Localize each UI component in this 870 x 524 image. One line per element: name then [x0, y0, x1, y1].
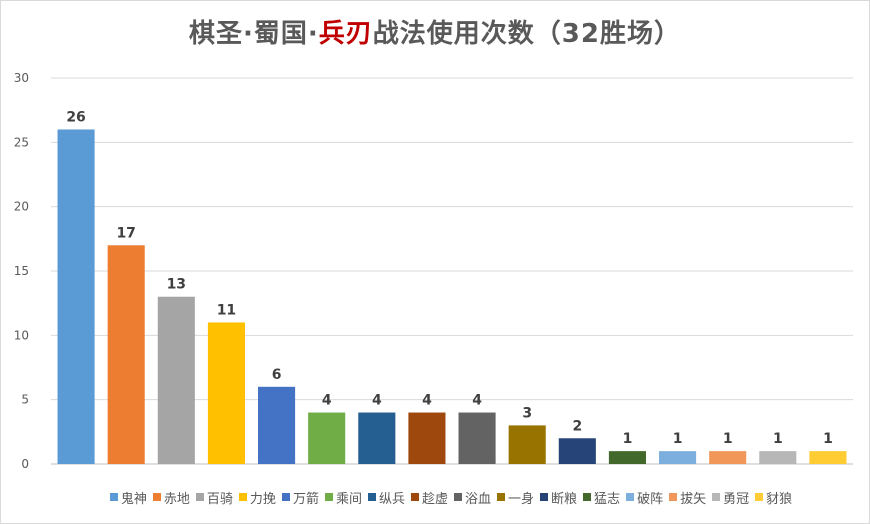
legend-swatch — [712, 493, 721, 501]
legend-swatch — [152, 493, 161, 501]
legend-label: 一身 — [508, 491, 535, 507]
legend-item: 断粮 — [540, 488, 577, 507]
legend-swatch — [497, 493, 506, 501]
chart-legend: 鬼神 赤地 百骑 力挽 万箭 乘间 纵兵 趁虚 浴血 一身 断粮 猛志 破阵 拔矢 勇冠 豺狼 — [51, 487, 851, 507]
bar — [408, 412, 446, 464]
legend-item: 豺狼 — [755, 488, 792, 507]
data-label: 6 — [272, 367, 282, 383]
legend-swatch — [410, 493, 419, 501]
legend-item: 勇冠 — [712, 488, 749, 507]
legend-item: 趁虚 — [410, 488, 448, 507]
bar — [157, 296, 195, 464]
data-label: 2 — [572, 418, 582, 434]
bar — [508, 425, 546, 464]
legend-item: 猛志 — [583, 488, 620, 507]
data-label: 3 — [522, 405, 532, 421]
data-label: 11 — [217, 302, 236, 318]
bar — [608, 451, 646, 464]
bar — [308, 412, 346, 464]
chart-title: 棋圣·蜀国·兵刃战法使用次数（32胜场） — [1, 13, 869, 50]
legend-label: 断粮 — [551, 491, 578, 507]
legend-swatch — [583, 493, 592, 501]
bar — [258, 386, 296, 464]
y-tick-label: 10 — [14, 328, 29, 342]
bar — [107, 245, 145, 464]
bar — [759, 451, 797, 464]
bar — [57, 129, 95, 464]
data-label: 17 — [116, 225, 135, 241]
data-label: 4 — [322, 393, 332, 409]
y-tick-label: 5 — [21, 393, 29, 407]
legend-label: 浴血 — [465, 491, 492, 507]
data-label: 4 — [472, 393, 482, 409]
legend-item: 赤地 — [152, 488, 190, 507]
legend-label: 豺狼 — [766, 491, 793, 507]
legend-swatch — [281, 493, 290, 501]
legend-item: 百骑 — [195, 488, 233, 507]
y-tick-label: 30 — [14, 71, 29, 85]
legend-swatch — [238, 493, 247, 501]
legend-item: 浴血 — [454, 488, 491, 507]
data-label: 26 — [66, 109, 85, 125]
legend-label: 纵兵 — [378, 491, 405, 507]
bar — [358, 412, 396, 464]
bar — [458, 412, 496, 464]
legend-label: 百骑 — [206, 491, 233, 507]
legend-label: 乘间 — [335, 491, 362, 507]
legend-label: 拔矢 — [680, 491, 707, 507]
legend-item: 拔矢 — [669, 488, 706, 507]
legend-item: 乘间 — [324, 488, 362, 507]
bar — [809, 451, 847, 464]
bar — [207, 322, 245, 464]
data-label: 1 — [773, 431, 783, 447]
data-label: 13 — [167, 277, 186, 293]
y-tick-label: 20 — [14, 200, 29, 214]
legend-swatch — [540, 493, 549, 501]
y-tick-label: 25 — [14, 135, 29, 149]
legend-label: 赤地 — [163, 491, 190, 507]
y-tick-label: 15 — [14, 264, 29, 278]
bar — [709, 451, 747, 464]
legend-label: 勇冠 — [723, 491, 750, 507]
legend-label: 趁虚 — [421, 491, 448, 507]
y-tick-label: 0 — [21, 457, 29, 471]
data-label: 1 — [823, 431, 833, 447]
legend-swatch — [367, 493, 376, 501]
legend-swatch — [109, 493, 118, 501]
chart-title-suffix: 战法使用次数（32胜场） — [372, 19, 681, 49]
legend-label: 鬼神 — [120, 491, 147, 507]
legend-swatch — [755, 493, 764, 501]
legend-item: 力挽 — [238, 488, 276, 507]
chart-title-accent: 兵刃 — [318, 19, 373, 49]
legend-item: 纵兵 — [367, 488, 405, 507]
legend-swatch — [454, 493, 462, 501]
legend-swatch — [669, 493, 678, 501]
legend-swatch — [324, 493, 333, 501]
legend-item: 鬼神 — [109, 488, 147, 507]
data-label: 4 — [422, 393, 432, 409]
legend-label: 力挽 — [249, 491, 276, 507]
legend-item: 一身 — [497, 488, 534, 507]
legend-swatch — [626, 493, 635, 501]
legend-item: 万箭 — [281, 488, 319, 507]
data-label: 1 — [623, 431, 633, 447]
chart-title-prefix: 棋圣·蜀国· — [189, 19, 319, 49]
data-label: 4 — [372, 393, 382, 409]
legend-label: 破阵 — [637, 491, 664, 507]
legend-swatch — [195, 493, 204, 501]
bar — [558, 438, 596, 464]
bar — [659, 451, 697, 464]
data-label: 1 — [673, 431, 683, 447]
legend-item: 破阵 — [626, 488, 663, 507]
legend-label: 猛志 — [594, 491, 621, 507]
legend-label: 万箭 — [292, 491, 319, 507]
data-label: 1 — [723, 431, 733, 447]
